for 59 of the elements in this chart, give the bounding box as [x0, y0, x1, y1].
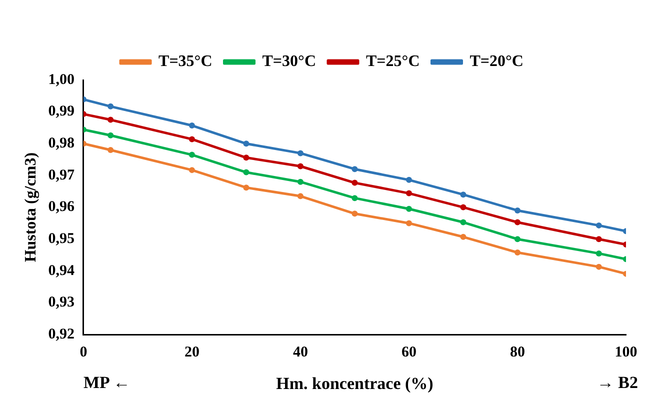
- y-tick-label: 0,95: [48, 231, 74, 247]
- point: [460, 219, 466, 226]
- y-tick-label: 1,00: [48, 72, 74, 88]
- point: [406, 220, 412, 226]
- point: [243, 154, 250, 161]
- text: MP ←: [83, 372, 130, 392]
- point: [352, 195, 358, 202]
- legend-label: T=25°C: [366, 53, 420, 70]
- point: [297, 193, 304, 200]
- y-tick-label: 0,98: [48, 136, 74, 152]
- point: [596, 264, 602, 270]
- x-axis-title: Hm. koncentrace (%): [276, 374, 434, 394]
- y-tick-label: 0,94: [48, 262, 75, 279]
- point: [514, 207, 520, 214]
- point: [243, 169, 250, 176]
- x-tick-label: 40: [292, 344, 308, 360]
- y-axis-title: Hustota (g/cm3): [22, 152, 40, 262]
- point: [243, 184, 250, 191]
- text: → B2: [596, 372, 638, 392]
- point: [406, 206, 412, 212]
- y-tick-label: 0,99: [48, 104, 74, 120]
- point: [514, 249, 520, 256]
- x-tick-label: 0: [80, 344, 88, 360]
- point: [108, 147, 114, 154]
- legend-label: T=30°C: [262, 53, 316, 70]
- y-tick-label: 0,92: [48, 326, 74, 342]
- point: [514, 236, 520, 242]
- point: [297, 178, 304, 185]
- point: [188, 152, 195, 158]
- point: [514, 219, 520, 226]
- point: [352, 166, 358, 172]
- point: [406, 176, 412, 183]
- y-tick-label: 0,97: [48, 167, 75, 184]
- point: [243, 140, 250, 147]
- x-tick-label: 20: [184, 344, 200, 360]
- point: [596, 222, 602, 228]
- point: [188, 136, 195, 142]
- point: [188, 122, 195, 129]
- point: [108, 103, 114, 110]
- legend-label: T=20°C: [470, 53, 524, 70]
- point: [460, 192, 466, 198]
- y-tick-label: 0,96: [48, 199, 75, 216]
- point: [596, 250, 602, 256]
- point: [596, 236, 602, 242]
- point: [352, 210, 358, 217]
- x-tick-label: 80: [510, 344, 525, 360]
- point: [460, 234, 466, 240]
- point: [108, 116, 114, 123]
- legend-label: T=35°C: [158, 53, 212, 70]
- point: [297, 150, 304, 156]
- point: [108, 132, 114, 138]
- point: [188, 167, 195, 174]
- point: [352, 180, 358, 186]
- point: [406, 190, 412, 196]
- x-tick-label: 100: [614, 344, 638, 360]
- point: [297, 163, 304, 170]
- y-tick-label: 0,93: [48, 294, 74, 311]
- point: [460, 204, 466, 210]
- x-tick-label: 60: [401, 344, 416, 360]
